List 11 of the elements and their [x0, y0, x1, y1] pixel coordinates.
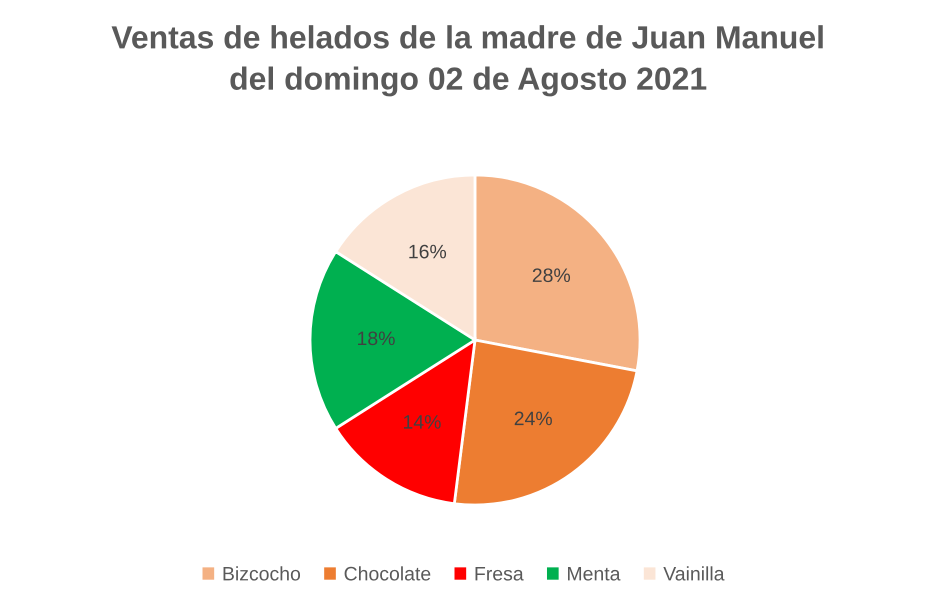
legend-label: Chocolate [344, 566, 430, 581]
data-label: 24% [514, 412, 552, 426]
legend-label: Vainilla [663, 566, 724, 581]
chart-title: Ventas de helados de la madre de Juan Manuel del domingo 02 de Agosto 2021 [112, 25, 823, 96]
legend-label: Fresa [476, 567, 524, 581]
legend-label: Bizcocho [224, 566, 300, 581]
data-label: 18% [358, 331, 395, 346]
data-label: 28% [532, 268, 570, 282]
data-label: 16% [409, 244, 446, 258]
legend-label: Menta [568, 567, 620, 581]
data-label: 14% [404, 415, 441, 429]
